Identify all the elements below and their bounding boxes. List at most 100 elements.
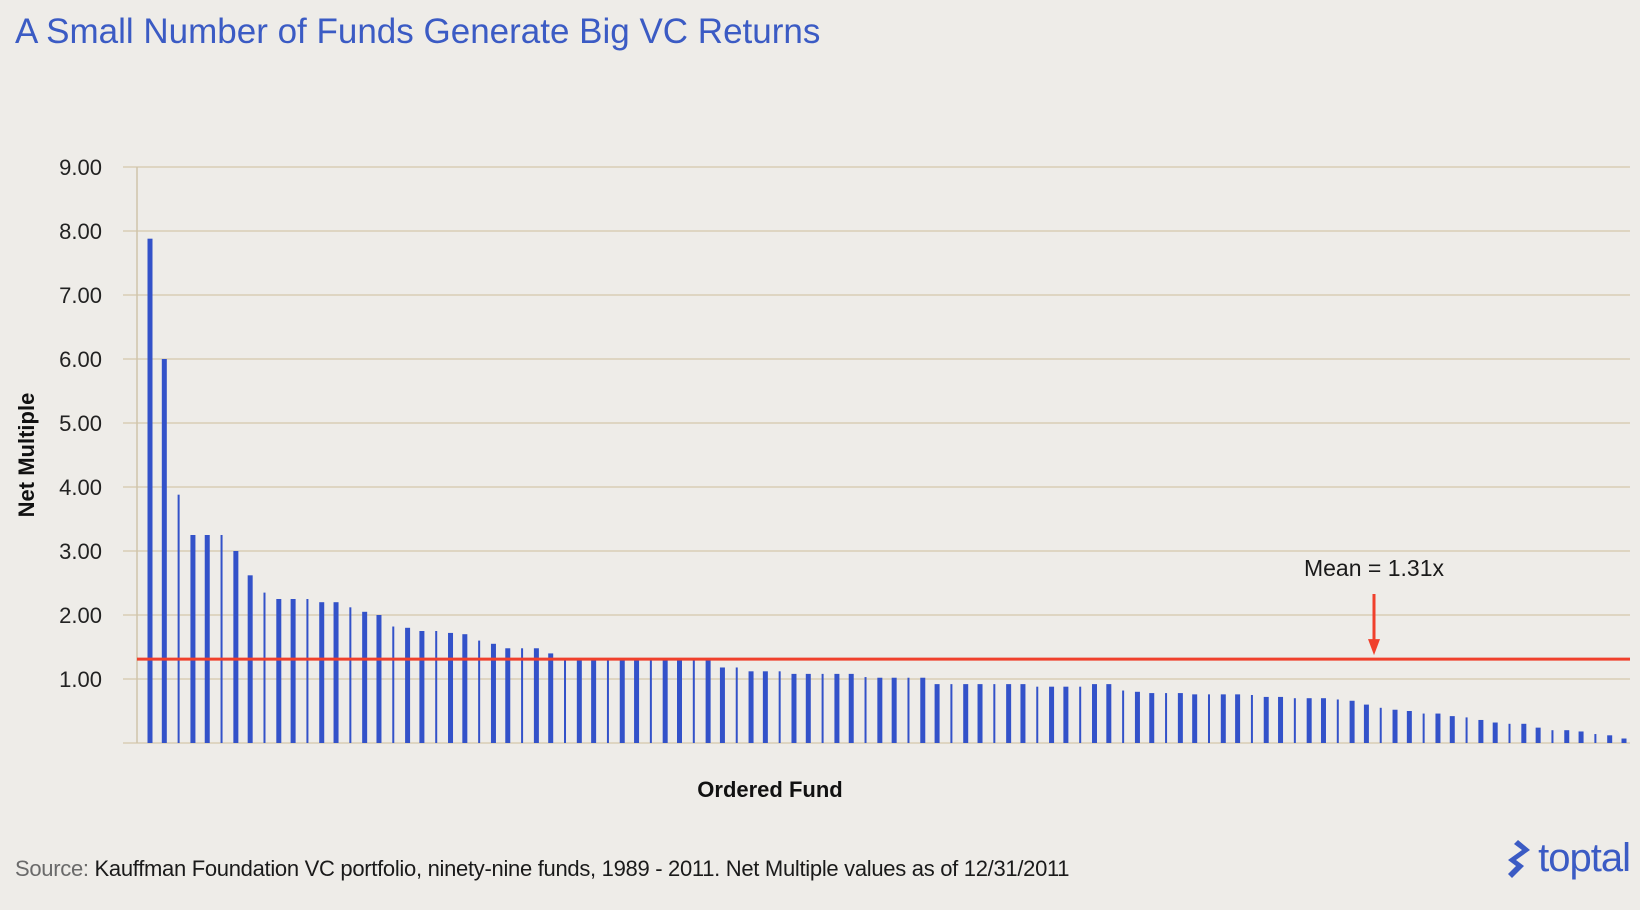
bar <box>1063 686 1069 743</box>
bar <box>1521 723 1527 743</box>
bar <box>649 659 652 743</box>
bar <box>748 671 754 743</box>
bars <box>147 238 1627 743</box>
bar <box>993 684 996 743</box>
bar <box>1465 717 1468 743</box>
logo-text: toptal <box>1538 836 1631 880</box>
bar <box>263 592 266 743</box>
bar <box>1079 686 1082 743</box>
bar <box>1220 694 1226 743</box>
bar <box>1106 684 1112 743</box>
bar <box>848 673 854 743</box>
bar <box>564 658 567 743</box>
bar <box>891 677 897 743</box>
bar <box>276 599 282 743</box>
bar <box>662 659 668 743</box>
bar <box>1594 734 1597 743</box>
bar <box>462 634 468 743</box>
bar <box>719 667 725 743</box>
chart-title: A Small Number of Funds Generate Big VC … <box>15 12 821 51</box>
bar <box>1306 698 1312 743</box>
bar <box>220 535 223 743</box>
bar <box>864 677 867 743</box>
bar <box>448 632 454 743</box>
bar <box>1207 694 1210 743</box>
bar <box>920 677 926 743</box>
bar <box>934 684 940 743</box>
bar <box>290 599 296 743</box>
y-tick-labels: 1.00 2.00 3.00 4.00 5.00 6.00 7.00 8.00 9.00 <box>59 155 102 692</box>
bar <box>233 551 239 743</box>
y-axis-label: Net Multiple <box>14 393 39 518</box>
bar <box>306 599 309 743</box>
y-tick-label: 8.00 <box>59 219 102 244</box>
bar <box>533 648 539 743</box>
bar <box>333 602 339 743</box>
bar <box>490 643 496 743</box>
bar <box>161 359 167 743</box>
bar <box>1449 716 1455 743</box>
bar <box>791 673 797 743</box>
bar <box>177 494 180 743</box>
bar <box>319 602 325 743</box>
source-note: Source: Kauffman Foundation VC portfolio… <box>15 856 1070 882</box>
bar <box>1235 694 1241 743</box>
bar <box>1492 722 1498 743</box>
bar <box>1508 723 1511 743</box>
bar <box>634 659 640 743</box>
bar <box>692 659 695 743</box>
y-tick-label: 4.00 <box>59 475 102 500</box>
bar <box>619 659 625 743</box>
bar <box>376 615 382 743</box>
bar <box>548 653 554 743</box>
bar <box>1435 713 1441 743</box>
bar <box>1036 686 1039 743</box>
bar <box>1278 696 1284 743</box>
bar <box>1422 713 1425 743</box>
y-tick-label: 2.00 <box>59 603 102 628</box>
bar <box>705 659 711 743</box>
bar <box>1250 695 1253 743</box>
bar <box>1621 738 1627 743</box>
bar <box>349 607 352 743</box>
bar <box>1134 691 1140 743</box>
toptal-logo-icon <box>1508 839 1531 878</box>
bar <box>762 671 768 743</box>
bar <box>1392 709 1398 743</box>
bar <box>505 648 511 743</box>
bar <box>1535 727 1541 743</box>
y-tick-label: 3.00 <box>59 539 102 564</box>
x-axis-label: Ordered Fund <box>697 777 842 802</box>
y-tick-label: 1.00 <box>59 667 102 692</box>
bar <box>735 667 738 743</box>
bar <box>877 677 883 743</box>
bar <box>778 671 781 743</box>
bar <box>419 631 425 743</box>
source-prefix: Source: <box>15 856 89 881</box>
bar <box>1349 700 1355 743</box>
bar <box>1165 693 1168 743</box>
y-tick-label: 9.00 <box>59 155 102 180</box>
bar <box>478 640 481 743</box>
bar <box>392 626 395 743</box>
bar <box>405 627 411 743</box>
bar <box>1149 693 1155 743</box>
bar <box>805 673 811 743</box>
bar <box>907 677 910 743</box>
bar <box>1049 686 1055 743</box>
bar <box>1020 684 1026 743</box>
bar <box>1551 730 1554 743</box>
mean-annotation: Mean = 1.31x <box>1304 555 1445 581</box>
bar <box>147 238 153 743</box>
bar <box>1122 690 1125 743</box>
y-tick-label: 6.00 <box>59 347 102 372</box>
bar <box>834 673 840 743</box>
bar <box>1177 693 1183 743</box>
source-text: Kauffman Foundation VC portfolio, ninety… <box>88 856 1070 881</box>
bar <box>1320 698 1326 743</box>
bar <box>591 659 597 743</box>
bar <box>1564 730 1570 743</box>
bar <box>576 659 582 743</box>
y-tick-label: 7.00 <box>59 283 102 308</box>
